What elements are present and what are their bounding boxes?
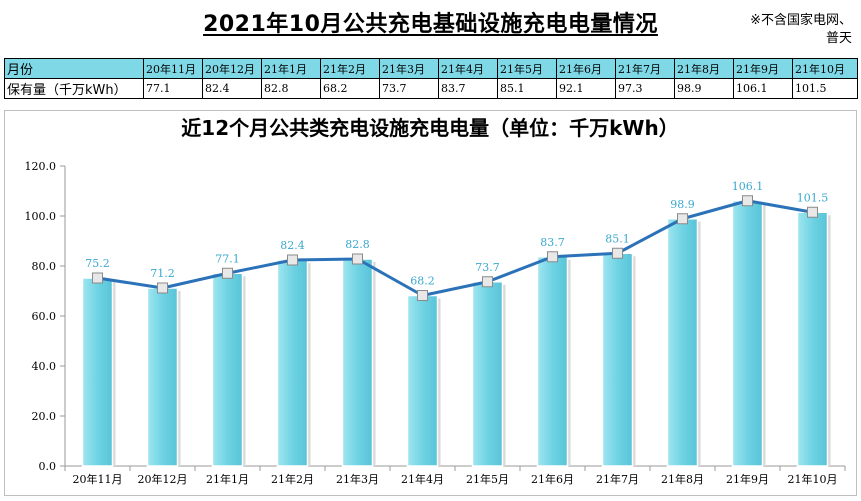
- note-line-2: 普天: [825, 31, 852, 46]
- bar: [211, 272, 244, 467]
- data-label: 82.8: [345, 238, 370, 251]
- line-marker: [157, 282, 168, 294]
- table-month-cell: 20年11月: [143, 58, 203, 79]
- page-note: ※不含国家电网、 普天: [712, 12, 852, 48]
- table-month-cell: 21年10月: [792, 58, 858, 79]
- table-month-cell: 21年5月: [497, 58, 557, 79]
- data-label: 73.7: [475, 261, 500, 274]
- table-header-row: 月份 20年11月 20年12月 21年1月 21年2月 21年3月 21年4月 21年5月…: [4, 58, 858, 79]
- x-tick-label: 21年7月: [596, 472, 639, 486]
- x-tick-label: 21年8月: [661, 472, 704, 486]
- note-line-1: ※不含国家电网、: [750, 13, 852, 28]
- table-month-cell: 20年12月: [202, 58, 262, 79]
- table-header-label: 月份: [4, 58, 144, 79]
- line-marker: [222, 267, 233, 279]
- bar: [146, 287, 179, 467]
- line-marker: [482, 276, 493, 288]
- table-value-cell: 101.5: [792, 78, 858, 99]
- table-value-cell: 82.8: [261, 78, 321, 99]
- table-value-cell: 106.1: [733, 78, 793, 99]
- line-marker: [92, 272, 103, 284]
- table-month-cell: 21年2月: [320, 58, 380, 79]
- bar: [81, 277, 114, 467]
- bar: [406, 294, 439, 467]
- data-label: 106.1: [732, 180, 764, 193]
- y-tick-label: 40.0: [32, 360, 57, 373]
- table-value-cell: 97.3: [615, 78, 675, 99]
- x-tick-label: 21年5月: [466, 472, 509, 486]
- x-tick-label: 21年10月: [788, 472, 838, 486]
- line-marker: [352, 253, 363, 265]
- bar: [601, 252, 634, 467]
- x-tick-label: 21年2月: [271, 472, 314, 486]
- table-value-cell: 92.1: [556, 78, 616, 99]
- y-tick-label: 80.0: [32, 260, 57, 273]
- bar: [341, 258, 374, 467]
- table-value-cell: 85.1: [497, 78, 557, 99]
- table-value-cell: 83.7: [438, 78, 498, 99]
- table-row-label: 保有量（千万kWh）: [4, 78, 144, 99]
- line-marker: [807, 206, 818, 218]
- table-value-cell: 77.1: [143, 78, 203, 99]
- line-marker: [287, 254, 298, 266]
- y-tick-label: 100.0: [25, 210, 57, 223]
- table-value-row: 保有量（千万kWh） 77.1 82.4 82.8 68.2 73.7 83.7 85.1 9…: [4, 78, 858, 99]
- data-table: 月份 20年11月 20年12月 21年1月 21年2月 21年3月 21年4月 21年5月…: [4, 58, 858, 99]
- bar: [276, 259, 309, 467]
- line-marker: [677, 213, 688, 225]
- x-tick-label: 21年6月: [531, 472, 574, 486]
- page-title: 2021年10月公共充电基础设施充电电量情况: [203, 12, 658, 37]
- y-tick-label: 120.0: [25, 160, 57, 173]
- data-label: 83.7: [540, 236, 565, 249]
- bar: [666, 218, 699, 467]
- table-month-cell: 21年3月: [379, 58, 439, 79]
- table-month-cell: 21年1月: [261, 58, 321, 79]
- table-value-cell: 98.9: [674, 78, 734, 99]
- data-label: 82.4: [280, 239, 305, 252]
- table-month-cell: 21年7月: [615, 58, 675, 79]
- line-marker: [612, 247, 623, 259]
- y-tick-label: 60.0: [32, 310, 57, 323]
- x-tick-label: 20年11月: [73, 472, 123, 486]
- bar: [536, 256, 569, 467]
- data-label: 77.1: [215, 252, 240, 265]
- data-label: 71.2: [150, 267, 175, 280]
- table-month-cell: 21年9月: [733, 58, 793, 79]
- chart-title: 近12个月公共类充电设施充电电量（单位：千万kWh）: [181, 116, 678, 140]
- y-tick-label: 0.0: [39, 460, 57, 473]
- x-tick-label: 21年9月: [726, 472, 769, 486]
- bar: [731, 200, 764, 467]
- table-month-cell: 21年6月: [556, 58, 616, 79]
- table-month-cell: 21年4月: [438, 58, 498, 79]
- x-tick-label: 21年3月: [336, 472, 379, 486]
- data-label: 75.2: [85, 257, 110, 270]
- y-tick-label: 20.0: [32, 410, 57, 423]
- series-line: [97, 199, 813, 297]
- x-tick-label: 20年12月: [138, 472, 188, 486]
- table-month-cell: 21年8月: [674, 58, 734, 79]
- chart-frame: 近12个月公共类充电设施充电电量（单位：千万kWh） 0.0 20.0 40.0 60…: [4, 110, 857, 496]
- table-value-cell: 82.4: [202, 78, 262, 99]
- line-marker: [417, 290, 428, 301]
- bar: [796, 211, 829, 467]
- line-marker: [742, 195, 753, 207]
- table-value-cell: 68.2: [320, 78, 380, 99]
- line-marker: [547, 251, 558, 263]
- x-tick-label: 21年1月: [206, 472, 249, 486]
- chart-svg: 近12个月公共类充电设施充电电量（单位：千万kWh） 0.0 20.0 40.0 60…: [25, 116, 846, 486]
- x-tick-label: 21年4月: [401, 472, 444, 486]
- data-label: 68.2: [410, 275, 435, 288]
- data-label: 85.1: [605, 232, 630, 245]
- table-value-cell: 73.7: [379, 78, 439, 99]
- data-label: 98.9: [670, 198, 695, 211]
- bar: [471, 281, 504, 467]
- data-label: 101.5: [797, 191, 829, 204]
